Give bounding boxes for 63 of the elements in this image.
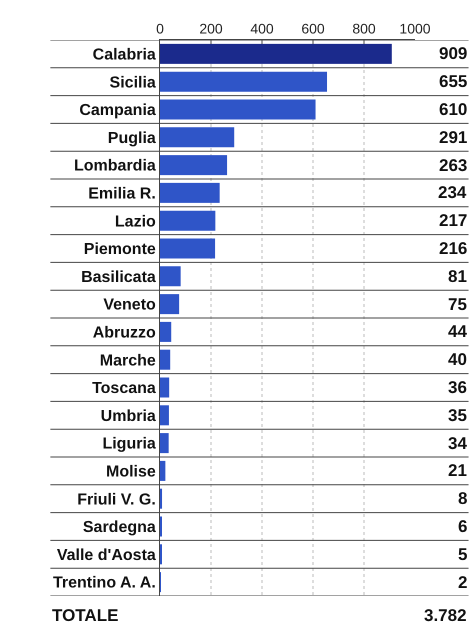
bar	[160, 266, 181, 286]
data-label: 2	[458, 573, 468, 592]
data-label: 909	[439, 44, 468, 63]
bar	[160, 182, 220, 203]
y-tick-label: Molise	[106, 464, 156, 480]
data-label: 291	[439, 128, 468, 147]
bar	[160, 238, 216, 259]
data-label: 8	[458, 489, 468, 508]
data-label: 36	[448, 378, 467, 397]
data-label: 216	[439, 239, 468, 258]
y-tick-label: Friuli V. G.	[77, 491, 156, 508]
x-tick-label: 1000	[399, 20, 431, 36]
bar	[160, 433, 169, 454]
y-tick-label: Calabria	[92, 46, 156, 64]
y-tick-label: Basilicata	[81, 268, 156, 286]
y-tick-label: Sicilia	[110, 74, 156, 92]
data-label: 217	[439, 211, 468, 230]
y-tick-label: Sardegna	[82, 519, 156, 536]
y-tick-label: Veneto	[103, 296, 156, 314]
bar	[160, 377, 170, 398]
y-tick-label: Emilia R.	[88, 186, 156, 202]
y-tick-label: Lazio	[114, 213, 156, 230]
y-tick-label: Campania	[79, 102, 156, 120]
data-label: 44	[448, 322, 468, 341]
bar	[160, 99, 316, 120]
text: TOTALE 3.782	[52, 606, 467, 625]
data-label: 81	[448, 267, 467, 286]
data-label: 263	[439, 156, 468, 175]
bar	[160, 350, 170, 370]
data-label: 21	[448, 461, 467, 480]
y-tick-label: Valle d'Aosta	[56, 546, 156, 564]
bar	[160, 210, 216, 231]
data-label: 5	[458, 545, 468, 564]
bar	[160, 405, 169, 426]
x-tick-label: 600	[301, 20, 325, 36]
bar	[160, 322, 172, 342]
data-label: 655	[439, 72, 468, 91]
data-label: 610	[439, 100, 468, 119]
data-label: 40	[448, 350, 467, 369]
data-label: 234	[438, 183, 467, 202]
x-tick-label: 800	[352, 20, 376, 36]
y-tick-label: Puglia	[108, 130, 156, 147]
y-tick-label: Toscana	[92, 380, 156, 398]
y-tick-label: Piemonte	[84, 241, 156, 258]
bar	[160, 127, 234, 148]
data-label: 34	[448, 434, 468, 453]
y-tick-label: Abruzzo	[92, 324, 156, 342]
bar	[160, 155, 228, 176]
y-tick-label: Umbria	[100, 408, 156, 425]
y-tick-label: Liguria	[102, 436, 156, 453]
bar	[160, 72, 328, 92]
data-label: 6	[458, 517, 468, 536]
x-tick-label: 400	[250, 20, 274, 36]
data-label: 35	[448, 406, 467, 425]
y-tick-label: Trentino A. A.	[52, 574, 156, 592]
bar	[160, 44, 392, 64]
bar	[160, 294, 180, 314]
data-label: 75	[448, 295, 467, 314]
y-tick-label: Lombardia	[74, 158, 156, 175]
x-tick-label: 0	[156, 20, 164, 36]
x-tick-label: 200	[199, 20, 223, 36]
bar	[160, 460, 166, 481]
y-tick-label: Marche	[100, 352, 156, 370]
